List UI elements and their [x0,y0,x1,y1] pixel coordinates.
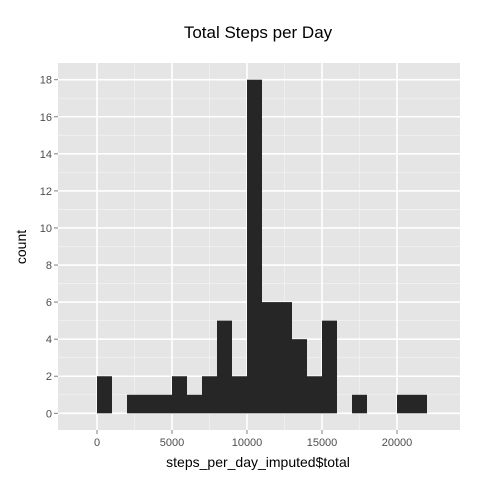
chart-title: Total Steps per Day [184,23,333,42]
histogram-bar [157,394,172,414]
histogram-bar [277,302,292,414]
histogram-bar [97,376,112,414]
histogram-bar [217,320,232,414]
histogram-bar [322,320,337,414]
y-axis: 0 2 4 6 8 10 12 14 16 18 [40,75,58,420]
y-tick-label: 14 [40,149,52,161]
histogram-bar [352,394,367,414]
histogram-bar [307,376,322,414]
y-tick-label: 4 [46,334,52,346]
histogram-bar [262,302,277,414]
histogram-bar [142,394,157,414]
histogram-bar [127,394,142,414]
y-tick-label: 12 [40,186,52,198]
y-tick-label: 16 [40,112,52,124]
histogram-bar [247,79,262,414]
histogram-bar [397,394,412,414]
y-tick-label: 18 [40,75,52,87]
histogram-bars [97,79,427,414]
x-axis-label: steps_per_day_imputed$total [166,454,350,470]
x-tick-label: 20000 [382,437,413,449]
y-tick-label: 2 [46,371,52,383]
x-axis: 0 5000 10000 15000 20000 [94,430,412,449]
y-tick-label: 6 [46,297,52,309]
y-tick-label: 0 [46,408,52,420]
histogram-bar [187,394,202,414]
x-tick-label: 15000 [307,437,338,449]
y-tick-label: 10 [40,223,52,235]
x-tick-label: 10000 [232,437,263,449]
x-tick-label: 5000 [160,437,184,449]
histogram-bar [172,376,187,414]
histogram-bar [412,394,427,414]
y-tick-label: 8 [46,260,52,272]
y-axis-label: count [13,230,29,264]
histogram-bar [292,339,307,414]
histogram-bar [202,376,217,414]
histogram-bar [232,376,247,414]
x-tick-label: 0 [94,437,100,449]
